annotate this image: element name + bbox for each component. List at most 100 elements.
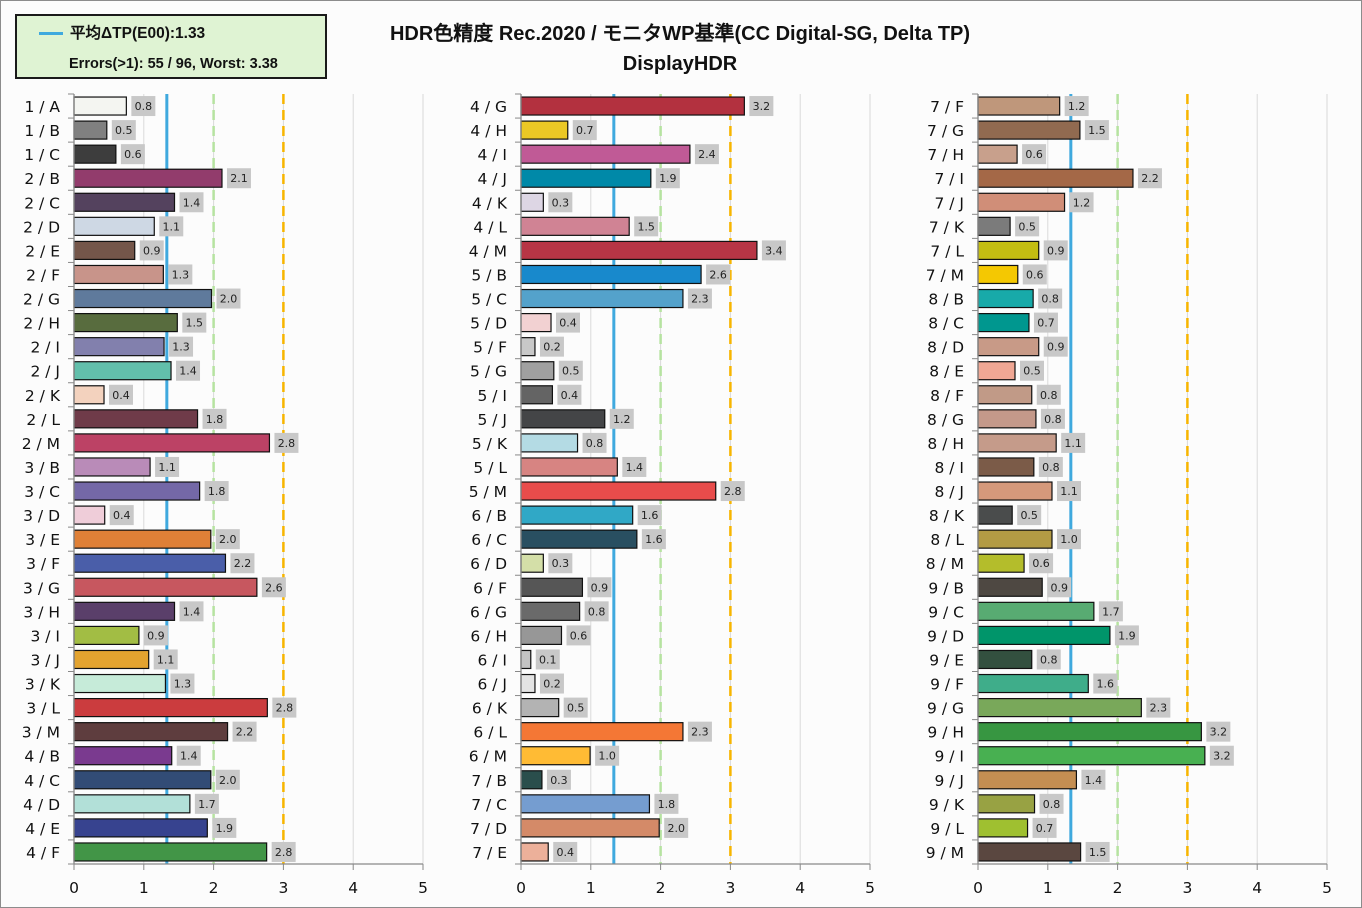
bar bbox=[73, 96, 127, 116]
bar bbox=[73, 842, 268, 862]
bar bbox=[520, 625, 563, 646]
data-label-box bbox=[566, 625, 591, 646]
data-label: 0.4 bbox=[113, 509, 131, 522]
bar bbox=[977, 240, 1040, 261]
data-label: 0.9 bbox=[147, 629, 165, 642]
data-label: 0.8 bbox=[1042, 461, 1060, 474]
category-label: 2 / J bbox=[30, 363, 60, 381]
data-label-box bbox=[1056, 481, 1081, 502]
data-label: 1.8 bbox=[206, 413, 224, 426]
data-label-box bbox=[1064, 96, 1089, 117]
x-tick-label: 0 bbox=[973, 879, 983, 897]
data-label-box bbox=[1033, 312, 1058, 333]
category-label: 2 / H bbox=[23, 315, 60, 333]
x-tick-label: 4 bbox=[795, 879, 805, 897]
category-label: 7 / H bbox=[927, 146, 964, 164]
legend-mean-label: 平均ΔTP(E00):1.33 bbox=[70, 25, 206, 42]
data-label-box bbox=[694, 144, 719, 165]
data-label-box bbox=[558, 360, 583, 381]
data-label-box bbox=[535, 649, 560, 670]
bar bbox=[73, 240, 136, 261]
data-label-box bbox=[230, 553, 255, 574]
data-label-box bbox=[1032, 817, 1057, 838]
data-label-box bbox=[176, 360, 201, 381]
data-label: 2.4 bbox=[698, 148, 716, 161]
legend: 平均ΔTP(E00):1.33 Errors(>1): 55 / 96, Wor… bbox=[15, 14, 327, 79]
category-label: 3 / H bbox=[23, 603, 60, 621]
data-label-box bbox=[232, 721, 257, 742]
data-label: 1.3 bbox=[174, 678, 192, 691]
bar bbox=[73, 409, 199, 429]
data-label-box bbox=[1029, 553, 1054, 574]
category-label: 5 / J bbox=[477, 411, 507, 429]
data-label-box bbox=[687, 721, 712, 742]
data-label-box bbox=[587, 577, 612, 598]
bar bbox=[977, 409, 1037, 429]
category-label: 6 / G bbox=[470, 603, 507, 621]
category-label: 7 / M bbox=[926, 266, 964, 284]
data-label: 0.5 bbox=[567, 702, 585, 715]
category-label: 2 / C bbox=[24, 194, 60, 212]
category-label: 8 / B bbox=[928, 291, 964, 309]
data-label-box bbox=[1137, 168, 1162, 189]
bar bbox=[73, 457, 151, 477]
bar bbox=[977, 697, 1142, 718]
category-label: 8 / I bbox=[934, 459, 964, 477]
data-label: 0.8 bbox=[1041, 293, 1059, 306]
bar bbox=[73, 553, 227, 573]
category-label: 1 / A bbox=[24, 98, 60, 116]
bar bbox=[73, 529, 212, 549]
bar bbox=[520, 361, 555, 381]
x-tick-label: 0 bbox=[516, 879, 526, 897]
bar bbox=[977, 529, 1053, 549]
data-label: 2.2 bbox=[1141, 172, 1159, 185]
data-label: 0.6 bbox=[1032, 557, 1050, 570]
data-label: 2.0 bbox=[219, 533, 237, 546]
data-label: 0.2 bbox=[543, 678, 561, 691]
data-label: 1.3 bbox=[172, 268, 190, 281]
data-label: 1.6 bbox=[641, 509, 659, 522]
data-label: 0.5 bbox=[562, 365, 580, 378]
bar bbox=[520, 577, 584, 597]
data-label-box bbox=[553, 841, 578, 862]
data-label: 2.2 bbox=[236, 726, 254, 739]
data-label: 2.0 bbox=[219, 774, 237, 787]
bar bbox=[977, 770, 1078, 790]
category-label: 9 / F bbox=[930, 676, 964, 694]
category-label: 2 / G bbox=[23, 291, 60, 309]
bar bbox=[73, 312, 178, 333]
data-label: 0.2 bbox=[543, 341, 561, 354]
data-label-box bbox=[1039, 793, 1064, 814]
data-label-box bbox=[139, 240, 164, 261]
data-label: 0.6 bbox=[1026, 268, 1044, 281]
category-label: 6 / I bbox=[477, 651, 507, 669]
bar bbox=[977, 746, 1206, 766]
data-label-box bbox=[1043, 336, 1068, 357]
category-label: 3 / M bbox=[22, 724, 60, 742]
category-label: 7 / J bbox=[934, 194, 964, 212]
bar bbox=[73, 433, 271, 453]
category-label: 7 / L bbox=[930, 242, 964, 260]
x-tick-label: 4 bbox=[348, 879, 358, 897]
data-label-box bbox=[271, 841, 296, 862]
x-tick-label: 1 bbox=[1043, 879, 1053, 897]
data-label-box bbox=[1017, 505, 1042, 526]
data-label: 0.5 bbox=[1020, 509, 1038, 522]
bar bbox=[977, 433, 1057, 453]
data-label-box bbox=[120, 144, 145, 165]
category-label: 2 / D bbox=[23, 218, 60, 236]
bar bbox=[977, 96, 1061, 116]
bar bbox=[73, 385, 105, 405]
bar bbox=[977, 601, 1095, 621]
data-label-box bbox=[720, 481, 745, 502]
category-label: 8 / H bbox=[927, 435, 964, 453]
bar bbox=[977, 120, 1081, 140]
data-label-box bbox=[1038, 456, 1063, 477]
data-label: 1.4 bbox=[183, 196, 201, 209]
category-label: 2 / F bbox=[26, 266, 60, 284]
data-label-box bbox=[687, 288, 712, 309]
data-label-box bbox=[215, 529, 240, 550]
data-label: 1.4 bbox=[180, 750, 198, 763]
data-label-box bbox=[109, 384, 134, 405]
data-label-box bbox=[1022, 264, 1047, 285]
